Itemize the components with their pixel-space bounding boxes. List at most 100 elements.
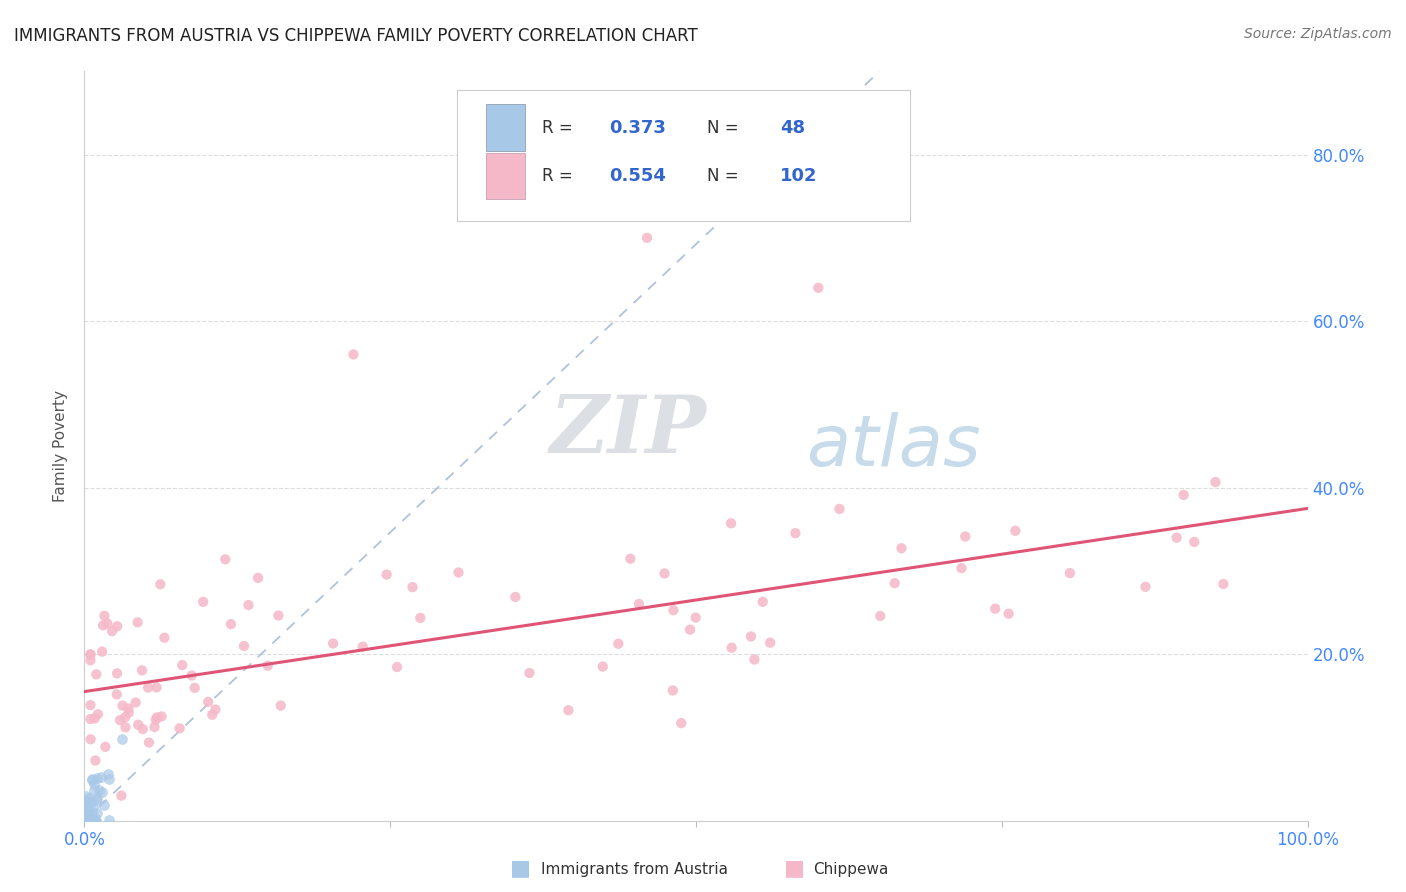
Text: ■: ■ bbox=[510, 859, 530, 879]
Point bbox=[86, 791, 108, 805]
Point bbox=[197, 695, 219, 709]
Text: N =: N = bbox=[707, 168, 744, 186]
Point bbox=[89, 782, 111, 797]
Point bbox=[79, 813, 101, 827]
Point bbox=[87, 707, 110, 722]
Bar bbox=[485, 153, 524, 200]
Y-axis label: Family Poverty: Family Poverty bbox=[53, 390, 69, 502]
Point bbox=[984, 601, 1007, 615]
Point bbox=[75, 813, 97, 827]
Text: Source: ZipAtlas.com: Source: ZipAtlas.com bbox=[1244, 27, 1392, 41]
Point bbox=[86, 805, 108, 820]
Point bbox=[191, 595, 214, 609]
Point bbox=[997, 607, 1019, 621]
Point bbox=[82, 813, 104, 827]
Point bbox=[131, 664, 153, 678]
Text: N =: N = bbox=[707, 119, 744, 136]
Point bbox=[409, 611, 432, 625]
Point bbox=[607, 637, 630, 651]
Point bbox=[76, 808, 98, 822]
Text: 48: 48 bbox=[780, 119, 806, 136]
Point bbox=[84, 793, 107, 807]
Point bbox=[93, 608, 115, 623]
Point bbox=[91, 618, 114, 632]
Point bbox=[77, 813, 100, 827]
Point bbox=[136, 681, 159, 695]
Point bbox=[97, 813, 120, 827]
Point bbox=[124, 696, 146, 710]
Point bbox=[890, 541, 912, 556]
Point bbox=[654, 566, 676, 581]
Point bbox=[79, 813, 101, 827]
Point bbox=[150, 709, 173, 723]
Point bbox=[111, 698, 134, 713]
Point bbox=[86, 772, 108, 786]
Point bbox=[785, 526, 807, 541]
Point bbox=[105, 619, 128, 633]
Point bbox=[679, 623, 702, 637]
Point bbox=[75, 789, 97, 804]
Point bbox=[75, 813, 97, 827]
Point bbox=[662, 603, 685, 617]
Point bbox=[77, 813, 100, 827]
Point bbox=[93, 798, 115, 813]
Point bbox=[105, 687, 128, 701]
Point bbox=[447, 566, 470, 580]
Point bbox=[180, 668, 202, 682]
Text: R =: R = bbox=[541, 119, 578, 136]
Point bbox=[143, 720, 166, 734]
Point bbox=[110, 789, 132, 803]
Point bbox=[117, 701, 139, 715]
Point bbox=[76, 797, 98, 812]
Point bbox=[79, 732, 101, 747]
Point bbox=[83, 813, 105, 827]
Point bbox=[105, 666, 128, 681]
Point bbox=[127, 615, 149, 630]
Point bbox=[1212, 577, 1234, 591]
Point bbox=[720, 640, 742, 655]
Point bbox=[82, 805, 104, 819]
Point bbox=[114, 710, 136, 724]
Point bbox=[720, 516, 742, 531]
Point bbox=[1004, 524, 1026, 538]
Point bbox=[204, 702, 226, 716]
Point bbox=[79, 698, 101, 713]
Point bbox=[219, 617, 242, 632]
Point bbox=[84, 667, 107, 681]
Point bbox=[83, 811, 105, 825]
Text: ■: ■ bbox=[785, 859, 804, 879]
Point bbox=[75, 794, 97, 808]
Point bbox=[342, 347, 364, 361]
Point bbox=[96, 616, 118, 631]
Point bbox=[662, 683, 685, 698]
Text: 0.373: 0.373 bbox=[609, 119, 666, 136]
Point bbox=[759, 636, 782, 650]
Point bbox=[322, 636, 344, 650]
Point bbox=[77, 805, 100, 819]
Point bbox=[183, 681, 205, 695]
Point bbox=[256, 658, 278, 673]
Point bbox=[80, 796, 103, 810]
Text: IMMIGRANTS FROM AUSTRIA VS CHIPPEWA FAMILY POVERTY CORRELATION CHART: IMMIGRANTS FROM AUSTRIA VS CHIPPEWA FAMI… bbox=[14, 27, 697, 45]
Point bbox=[79, 648, 101, 662]
Point bbox=[751, 595, 773, 609]
Point bbox=[97, 767, 120, 781]
Bar bbox=[485, 104, 524, 151]
Point bbox=[75, 813, 97, 827]
Point bbox=[132, 722, 155, 736]
Point bbox=[592, 659, 614, 673]
Point bbox=[883, 576, 905, 591]
Point bbox=[79, 712, 101, 726]
Point bbox=[83, 711, 105, 725]
Point bbox=[619, 551, 641, 566]
Point bbox=[77, 790, 100, 805]
Point bbox=[169, 722, 191, 736]
Point bbox=[955, 529, 977, 543]
Point bbox=[201, 707, 224, 722]
Point bbox=[740, 630, 762, 644]
Point bbox=[1204, 475, 1226, 489]
Point bbox=[153, 631, 176, 645]
Point bbox=[869, 609, 891, 624]
Point bbox=[145, 681, 167, 695]
Point bbox=[75, 804, 97, 818]
